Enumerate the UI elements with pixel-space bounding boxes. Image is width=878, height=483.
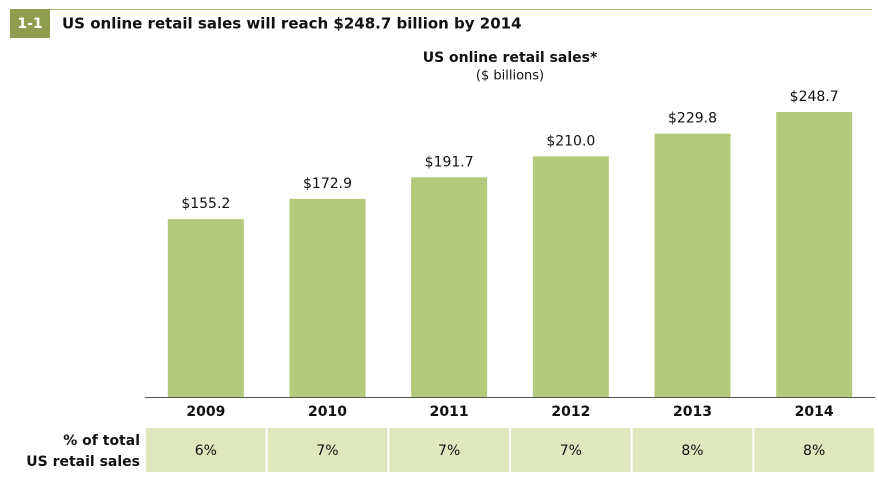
data-label: $210.0 — [546, 133, 595, 149]
data-label: $191.7 — [425, 154, 474, 170]
figure-number: 1-1 — [17, 16, 42, 32]
bar — [167, 219, 244, 397]
table-cell — [511, 428, 631, 472]
data-label: $248.7 — [790, 89, 839, 105]
x-tick-label: 2009 — [186, 404, 225, 420]
table-value: 8% — [681, 443, 703, 459]
figure-number-box — [10, 9, 50, 38]
bar — [654, 133, 731, 397]
table-value: 7% — [560, 443, 582, 459]
x-tick-label: 2013 — [673, 404, 712, 420]
bar — [776, 112, 853, 397]
data-label: $172.9 — [303, 176, 352, 192]
table-value: 7% — [438, 443, 460, 459]
table-cell — [389, 428, 509, 472]
table-cell — [632, 428, 753, 472]
bar — [532, 156, 609, 397]
data-label: $155.2 — [181, 196, 230, 212]
chart-subtitle: ($ billions) — [476, 69, 544, 84]
table-value: 7% — [316, 443, 338, 459]
table-cell — [146, 428, 266, 472]
x-tick-label: 2012 — [551, 404, 590, 420]
table-value: 8% — [803, 443, 825, 459]
row-label: US retail sales — [26, 454, 140, 470]
x-tick-label: 2014 — [795, 404, 834, 420]
table-cell — [267, 428, 388, 472]
x-tick-label: 2011 — [430, 404, 469, 420]
headline: US online retail sales will reach $248.7… — [62, 15, 522, 33]
chart-title: US online retail sales* — [423, 50, 598, 66]
data-label: $229.8 — [668, 111, 717, 127]
row-label: % of total — [63, 433, 140, 449]
table-cell — [754, 428, 874, 472]
bar — [411, 177, 488, 397]
table-value: 6% — [195, 443, 217, 459]
x-tick-label: 2010 — [308, 404, 347, 420]
bar — [289, 198, 366, 397]
